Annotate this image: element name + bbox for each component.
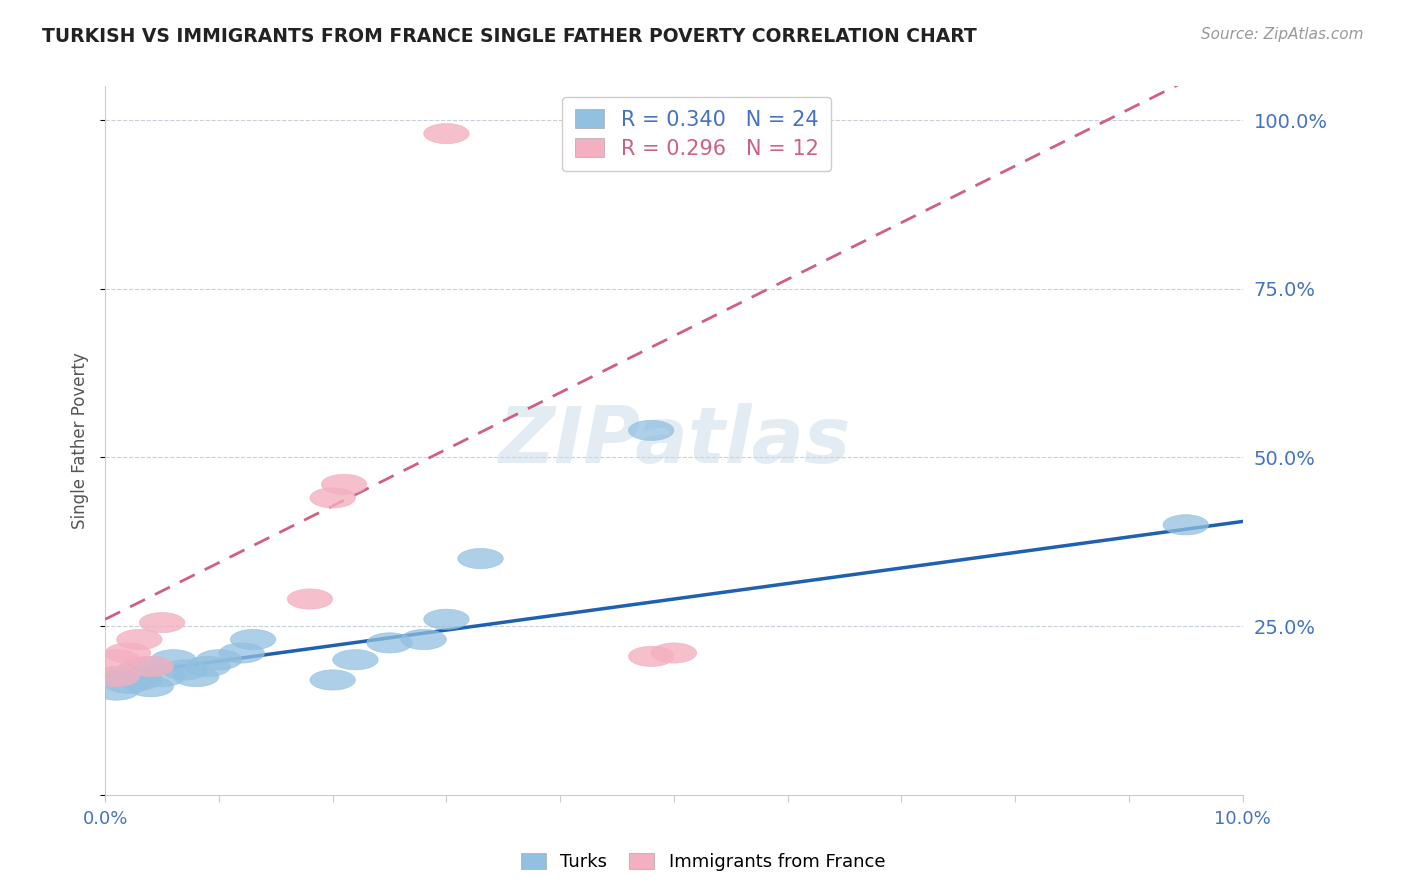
Ellipse shape [401,630,447,649]
Legend: R = 0.340   N = 24, R = 0.296   N = 12: R = 0.340 N = 24, R = 0.296 N = 12 [562,96,831,171]
Ellipse shape [197,649,242,670]
Ellipse shape [231,630,276,649]
Legend: Turks, Immigrants from France: Turks, Immigrants from France [513,846,893,879]
Ellipse shape [105,673,150,693]
Ellipse shape [128,657,173,677]
Ellipse shape [94,649,139,670]
Y-axis label: Single Father Poverty: Single Father Poverty [72,352,89,529]
Ellipse shape [628,647,673,666]
Ellipse shape [309,488,356,508]
Text: TURKISH VS IMMIGRANTS FROM FRANCE SINGLE FATHER POVERTY CORRELATION CHART: TURKISH VS IMMIGRANTS FROM FRANCE SINGLE… [42,27,977,45]
Ellipse shape [628,420,673,441]
Ellipse shape [94,666,139,687]
Ellipse shape [105,643,150,663]
Ellipse shape [128,677,173,697]
Ellipse shape [173,666,219,687]
Ellipse shape [117,670,162,690]
Ellipse shape [423,123,470,144]
Ellipse shape [651,643,696,663]
Ellipse shape [458,549,503,569]
Ellipse shape [184,657,231,677]
Ellipse shape [287,589,333,609]
Ellipse shape [117,660,162,680]
Text: ZIPatlas: ZIPatlas [498,402,851,478]
Ellipse shape [94,680,139,700]
Ellipse shape [105,666,150,687]
Ellipse shape [322,475,367,494]
Ellipse shape [367,632,412,653]
Ellipse shape [94,666,139,687]
Ellipse shape [333,649,378,670]
Ellipse shape [309,670,356,690]
Ellipse shape [139,613,184,632]
Ellipse shape [117,630,162,649]
Ellipse shape [1163,515,1209,535]
Ellipse shape [219,643,264,663]
Text: Source: ZipAtlas.com: Source: ZipAtlas.com [1201,27,1364,42]
Ellipse shape [128,657,173,677]
Ellipse shape [423,609,470,630]
Ellipse shape [162,660,208,680]
Ellipse shape [139,666,184,687]
Ellipse shape [150,649,197,670]
